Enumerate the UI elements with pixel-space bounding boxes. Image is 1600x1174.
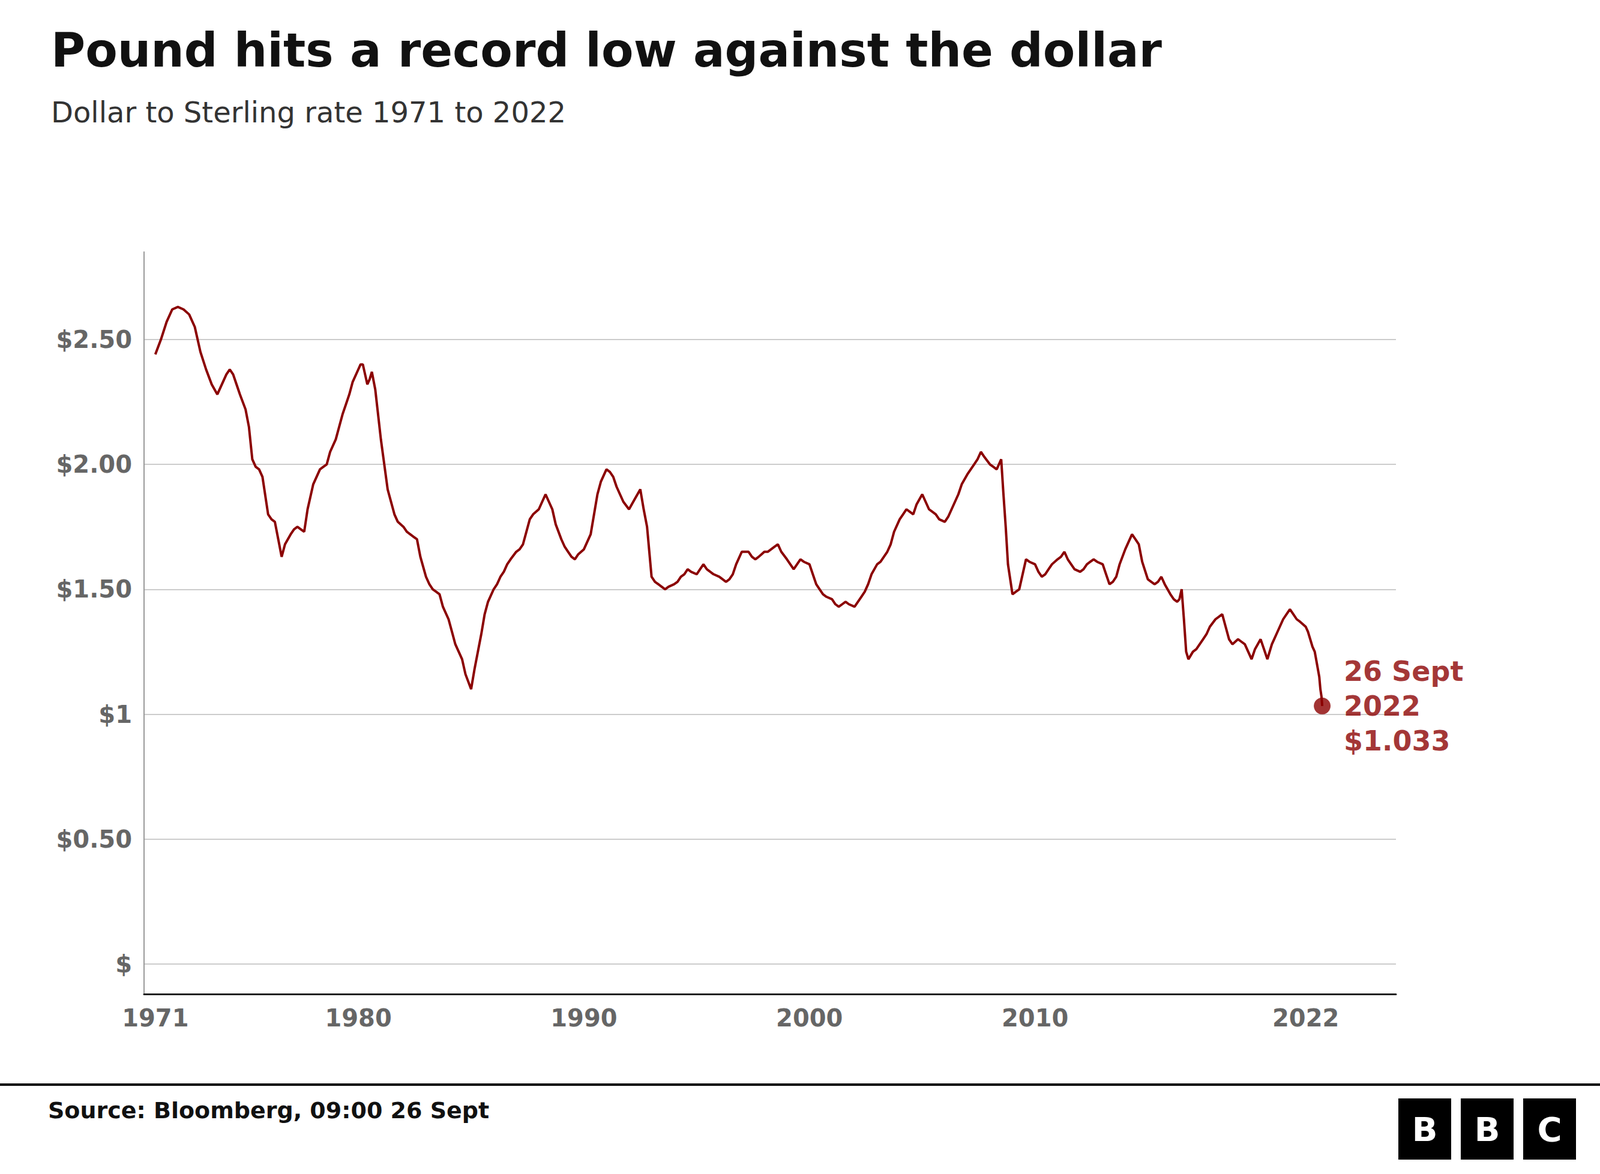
svg-text:$0.50: $0.50 [55, 825, 133, 854]
svg-text:1971: 1971 [121, 1004, 189, 1033]
svg-text:$2.00: $2.00 [55, 450, 133, 479]
svg-text:2010: 2010 [1001, 1004, 1069, 1033]
svg-text:$1.50: $1.50 [55, 575, 133, 604]
svg-text:2000: 2000 [775, 1004, 843, 1033]
svg-text:B: B [1474, 1110, 1501, 1150]
svg-text:$1: $1 [98, 700, 133, 729]
svg-text:2022: 2022 [1272, 1004, 1339, 1033]
svg-text:Pound hits a record low agains: Pound hits a record low against the doll… [51, 23, 1163, 78]
svg-text:$2.50: $2.50 [55, 325, 133, 354]
svg-text:Source: Bloomberg, 09:00 26 Se: Source: Bloomberg, 09:00 26 Sept [48, 1097, 490, 1125]
svg-text:26 Sept: 26 Sept [1343, 655, 1464, 688]
svg-text:$1.033: $1.033 [1343, 724, 1451, 758]
svg-text:Dollar to Sterling rate 1971 t: Dollar to Sterling rate 1971 to 2022 [51, 95, 566, 130]
svg-text:C: C [1536, 1110, 1562, 1150]
svg-text:1980: 1980 [324, 1004, 392, 1033]
svg-text:B: B [1412, 1110, 1438, 1150]
svg-text:2022: 2022 [1343, 690, 1421, 723]
svg-text:$: $ [115, 950, 133, 979]
svg-text:1990: 1990 [550, 1004, 617, 1033]
